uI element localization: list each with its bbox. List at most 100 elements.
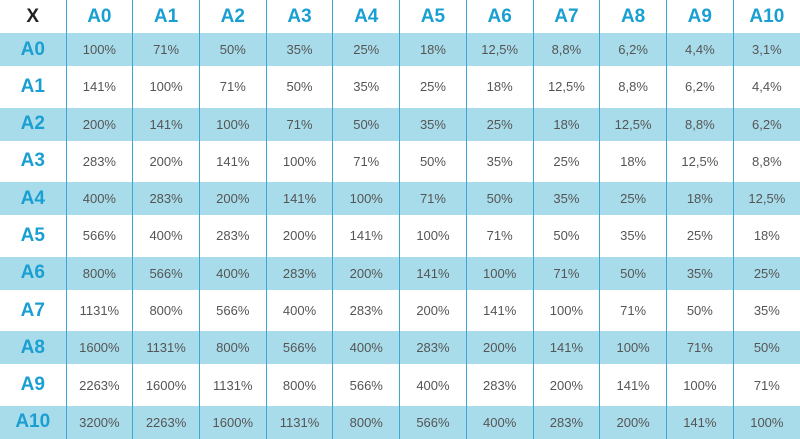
cell: 800% [65,256,133,290]
cell: 100% [265,140,333,183]
cell: 283% [265,256,333,290]
cell: 8,8% [599,66,667,108]
column-header: A6 [465,0,534,33]
row-label: A10 [15,411,51,433]
cell: 2263% [132,405,200,439]
cell: 8,8% [665,107,734,141]
cell: 283% [332,289,400,332]
table-row: A0 100% 71% 50% 35% 25% 18% 12,5% 8,8% 6,2% 4,4% 3,… [0,33,800,66]
cell: 283% [65,140,133,183]
cell: 50% [465,182,534,216]
cell: 100% [198,107,267,141]
cell: 1131% [65,289,133,332]
cell: 100% [65,33,133,66]
cell: 400% [399,364,467,406]
cell: 283% [399,331,467,365]
cell: 25% [665,215,734,257]
column-header: A5 [399,0,467,33]
cell: 400% [132,215,200,257]
cell: 25% [465,107,534,141]
cell: 1131% [198,364,267,406]
cell: 35% [332,66,400,108]
cell: 12,5% [532,66,600,108]
cell: 200% [132,140,200,183]
cell: 141% [198,140,267,183]
cell: 4,4% [665,33,734,66]
cell: 18% [732,215,800,257]
cell: 1131% [132,331,200,365]
cell: 71% [399,182,467,216]
cell: 71% [132,33,200,66]
cell: 283% [198,215,267,257]
column-header: A4 [332,0,400,33]
header-row: X A0 A1 A2 A3 A4 A5 A6 A7 A8 A9 A10 [0,0,800,33]
cell: 141% [265,182,333,216]
cell: 141% [65,66,133,108]
cell: 200% [65,107,133,141]
column-header: A0 [65,0,133,33]
cell: 35% [265,33,333,66]
cell: 18% [465,66,534,108]
cell: 100% [732,405,800,439]
cell: 3200% [65,405,133,439]
column-header: A3 [265,0,333,33]
column-header: A8 [599,0,667,33]
cell: 6,2% [599,33,667,66]
cell: 12,5% [599,107,667,141]
cell: 71% [332,140,400,183]
cell: 566% [198,289,267,332]
table-row: A8 1600% 1131% 800% 566% 400% 283% 200% 141% 100%… [0,331,800,365]
cell: 100% [399,215,467,257]
cell: 8,8% [732,140,800,183]
row-label: A9 [20,374,45,396]
cell: 283% [465,364,534,406]
column-header: A10 [732,0,800,33]
cell: 35% [465,140,534,183]
table-row: A2 200% 141% 100% 71% 50% 35% 25% 18% 12,5% 8,8% 6,… [0,107,800,141]
cell: 71% [665,331,734,365]
cell: 141% [132,107,200,141]
cell: 35% [665,256,734,290]
cell: 200% [198,182,267,216]
row-label: A0 [20,38,45,60]
cell: 141% [599,364,667,406]
cell: 283% [132,182,200,216]
cell: 71% [465,215,534,257]
cell: 71% [198,66,267,108]
cell: 400% [265,289,333,332]
table-row: A9 2263% 1600% 1131% 800% 566% 400% 283% 200% 141… [0,364,800,406]
table-row: A1 141% 100% 71% 50% 35% 25% 18% 12,5% 8,8% 6,2% 4,… [0,66,800,108]
cell: 25% [532,140,600,183]
cell: 6,2% [665,66,734,108]
cell: 566% [332,364,400,406]
cell: 400% [65,182,133,216]
cell: 18% [532,107,600,141]
cell: 18% [399,33,467,66]
cell: 566% [399,405,467,439]
cell: 35% [399,107,467,141]
cell: 35% [732,289,800,332]
row-label: A2 [20,113,45,135]
table-row: A10 3200% 2263% 1600% 1131% 800% 566% 400% 283% 2… [0,405,800,439]
cell: 566% [132,256,200,290]
corner-label: X [26,5,40,27]
row-label: A3 [20,150,45,172]
cell: 141% [465,289,534,332]
cell: 566% [65,215,133,257]
cell: 800% [332,405,400,439]
cell: 141% [532,331,600,365]
cell: 18% [599,140,667,183]
cell: 3,1% [732,33,800,66]
cell: 1600% [65,331,133,365]
cell: 25% [599,182,667,216]
cell: 200% [599,405,667,439]
cell: 100% [665,364,734,406]
cell: 12,5% [465,33,534,66]
cell: 50% [732,331,800,365]
cell: 35% [532,182,600,216]
row-label: A5 [20,224,45,246]
table-row: A4 400% 283% 200% 141% 100% 71% 50% 35% 25% 18% 12,… [0,182,800,216]
cell: 8,8% [532,33,600,66]
